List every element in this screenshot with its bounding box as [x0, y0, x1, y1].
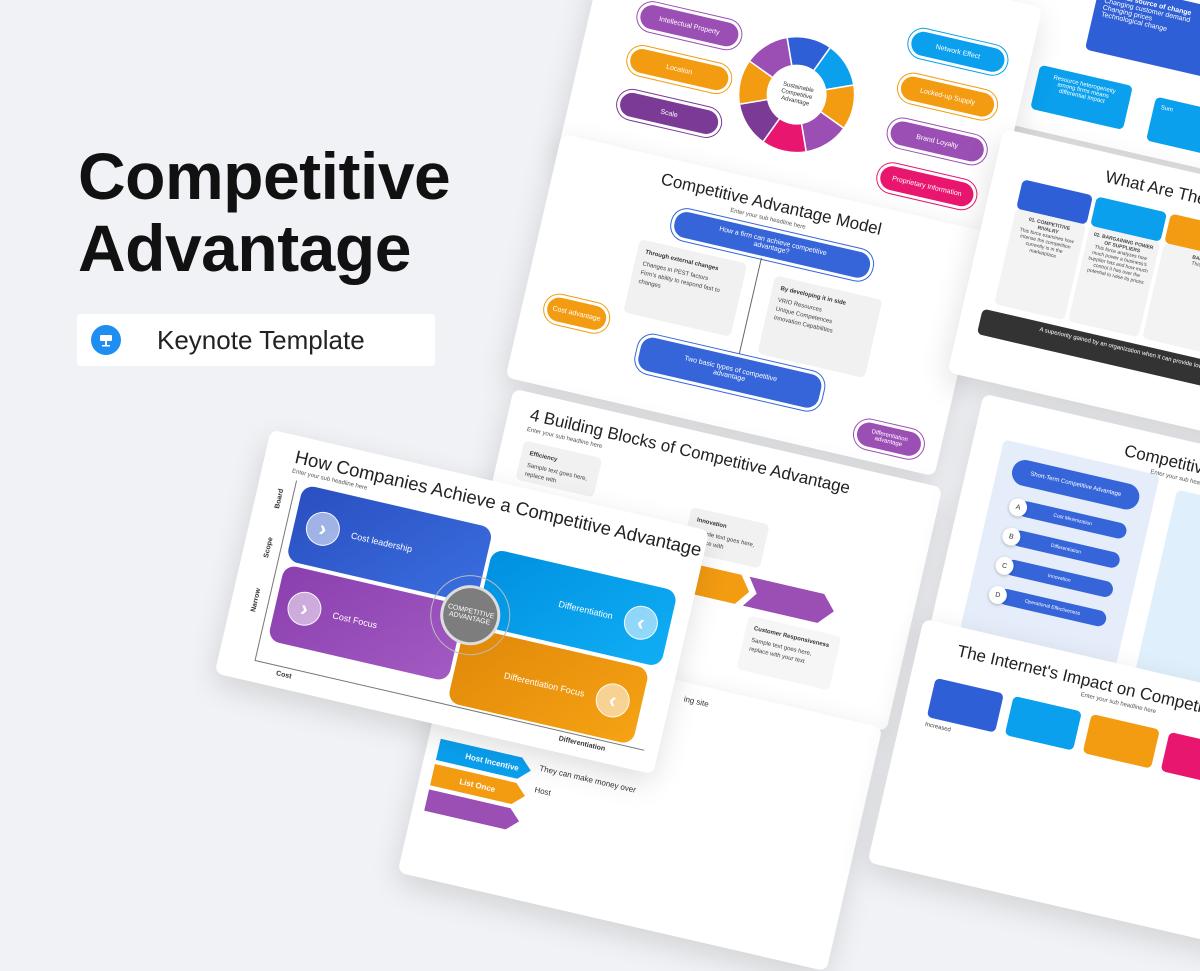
pill-location: Location: [627, 46, 731, 93]
bottom-text-host: Host: [533, 785, 552, 798]
pill-scale: Scale: [617, 90, 721, 137]
x-axis-left-label: Cost: [275, 670, 293, 681]
external-source-box: External source of change Changing custo…: [1084, 0, 1200, 84]
model-left-box: Through external changes Changes in PEST…: [623, 239, 748, 337]
keynote-podium-icon: [91, 325, 121, 355]
right-box: Sum: [1146, 96, 1200, 162]
differentiation-advantage-pill: Differentiation advantage: [854, 420, 924, 459]
internet-card-text: Increased: [924, 721, 952, 734]
keynote-badge: Keynote Template: [77, 314, 435, 366]
bottom-text-2: ing site: [682, 694, 710, 709]
chevron-right-icon: ›: [284, 588, 325, 630]
slide-internet-impact[interactable]: The Internet's Impact on Competitive Ent…: [867, 618, 1200, 962]
hero-title-line2: Advantage: [78, 211, 411, 285]
y-axis-bottom-label: Narrow: [250, 587, 263, 613]
chevron-right-icon: ›: [302, 508, 344, 550]
cost-advantage-pill: Cost advantage: [544, 295, 609, 333]
badge-label: Keynote Template: [157, 324, 365, 355]
pill-locked-up-supply: Locked-up Supply: [898, 74, 997, 119]
internet-card-2: [1004, 695, 1082, 751]
x-axis-right-label: Differentiation: [557, 735, 606, 753]
pill-network-effect: Network Effect: [908, 29, 1007, 75]
customer-box: Customer Responsiveness Sample text goes …: [736, 615, 842, 691]
hero-title: Competitive Advantage: [78, 139, 451, 285]
y-axis-mid-label: Scope: [263, 536, 275, 559]
y-axis-top-label: Board: [273, 488, 286, 510]
wheel-chart: [737, 35, 856, 154]
resource-heterogeneity-box: Resource heterogeneity among firms means…: [1030, 64, 1133, 130]
chevron-left-icon: ‹: [592, 680, 634, 721]
model-right-box: By developing it in side VRIO Resources U…: [757, 275, 883, 379]
pill-proprietary-information: Proprietary Information: [877, 163, 976, 209]
hero-title-line1: Competitive: [78, 139, 451, 213]
pill-brand-loyalty: Brand Loyalty: [888, 119, 987, 164]
chevron-left-icon: ‹: [620, 602, 662, 644]
internet-card-3: [1082, 713, 1160, 769]
internet-card-4: [1160, 731, 1200, 787]
slide-wheel[interactable]: Intellectual Property Location Scale Sus…: [557, 0, 1043, 252]
pill-intellectual-property: Intellectual Property: [637, 2, 741, 49]
bottom-text-1: They can make money over: [538, 763, 637, 795]
